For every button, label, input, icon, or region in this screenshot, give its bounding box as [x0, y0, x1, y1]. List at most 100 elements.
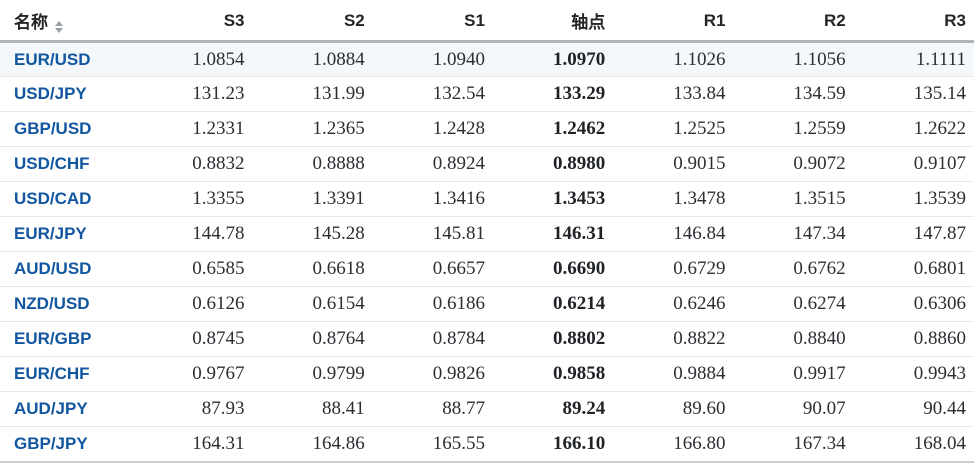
r1-cell: 1.1026 — [613, 41, 734, 77]
pivot-cell: 1.2462 — [492, 111, 614, 147]
s1-cell: 1.0940 — [372, 41, 493, 77]
s3-cell: 0.8745 — [132, 321, 253, 357]
s1-cell: 0.6657 — [372, 251, 493, 287]
s3-cell: 0.6585 — [132, 251, 253, 287]
table-row: AUD/USD 0.6585 0.6618 0.6657 0.6690 0.67… — [0, 251, 974, 287]
r3-cell: 1.1111 — [853, 41, 974, 77]
s1-cell: 165.55 — [372, 426, 493, 462]
s1-cell: 0.6186 — [372, 286, 493, 322]
r2-cell: 0.8840 — [733, 321, 854, 357]
column-header-name-label: 名称 — [14, 13, 48, 32]
pivot-cell: 0.6690 — [492, 251, 614, 287]
s2-cell: 1.0884 — [252, 41, 373, 77]
table-row: USD/JPY 131.23 131.99 132.54 133.29 133.… — [0, 76, 974, 112]
r3-cell: 0.9107 — [853, 146, 974, 182]
table-row: GBP/JPY 164.31 164.86 165.55 166.10 166.… — [0, 426, 974, 462]
r2-cell: 0.6762 — [733, 251, 854, 287]
s3-cell: 1.2331 — [132, 111, 253, 147]
r3-cell: 147.87 — [853, 216, 974, 252]
s2-cell: 0.6154 — [252, 286, 373, 322]
column-header-r2[interactable]: R2 — [733, 0, 854, 43]
r1-cell: 89.60 — [613, 391, 734, 427]
s1-cell: 1.2428 — [372, 111, 493, 147]
r2-cell: 1.3515 — [733, 181, 854, 217]
s2-cell: 0.9799 — [252, 356, 373, 392]
s3-cell: 131.23 — [132, 76, 253, 112]
pair-name-cell: AUD/JPY — [0, 391, 133, 427]
r2-cell: 90.07 — [733, 391, 854, 427]
r1-cell: 1.2525 — [613, 111, 734, 147]
r2-cell: 0.9917 — [733, 356, 854, 392]
pair-link[interactable]: EUR/GBP — [14, 329, 92, 348]
column-header-s1[interactable]: S1 — [372, 0, 493, 43]
pair-name-cell: USD/CHF — [0, 146, 133, 182]
r1-cell: 0.9884 — [613, 356, 734, 392]
s3-cell: 1.3355 — [132, 181, 253, 217]
pair-name-cell: GBP/JPY — [0, 426, 133, 462]
pair-name-cell: USD/JPY — [0, 76, 133, 112]
r3-cell: 1.2622 — [853, 111, 974, 147]
header-row: 名称 S3 S2 S1 轴点 R1 R2 R3 — [0, 0, 974, 43]
table-row: EUR/GBP 0.8745 0.8764 0.8784 0.8802 0.88… — [0, 321, 974, 357]
r1-cell: 0.6729 — [613, 251, 734, 287]
pair-link[interactable]: USD/CHF — [14, 154, 90, 173]
s3-cell: 87.93 — [132, 391, 253, 427]
s1-cell: 1.3416 — [372, 181, 493, 217]
r3-cell: 0.9943 — [853, 356, 974, 392]
r1-cell: 133.84 — [613, 76, 734, 112]
pair-link[interactable]: NZD/USD — [14, 294, 90, 313]
table-row: AUD/JPY 87.93 88.41 88.77 89.24 89.60 90… — [0, 391, 974, 427]
table-row: NZD/USD 0.6126 0.6154 0.6186 0.6214 0.62… — [0, 286, 974, 322]
sort-arrows-icon[interactable] — [55, 21, 63, 33]
s1-cell: 0.8924 — [372, 146, 493, 182]
pair-link[interactable]: EUR/CHF — [14, 364, 90, 383]
table-row: EUR/JPY 144.78 145.28 145.81 146.31 146.… — [0, 216, 974, 252]
pair-link[interactable]: USD/CAD — [14, 189, 92, 208]
pair-link[interactable]: GBP/USD — [14, 119, 92, 138]
s1-cell: 0.8784 — [372, 321, 493, 357]
r1-cell: 1.3478 — [613, 181, 734, 217]
s1-cell: 145.81 — [372, 216, 493, 252]
table-row: USD/CHF 0.8832 0.8888 0.8924 0.8980 0.90… — [0, 146, 974, 182]
r3-cell: 0.8860 — [853, 321, 974, 357]
pair-name-cell: GBP/USD — [0, 111, 133, 147]
s2-cell: 88.41 — [252, 391, 373, 427]
r3-cell: 0.6306 — [853, 286, 974, 322]
r1-cell: 0.9015 — [613, 146, 734, 182]
s2-cell: 0.8888 — [252, 146, 373, 182]
pair-link[interactable]: EUR/USD — [14, 49, 91, 69]
r2-cell: 1.1056 — [733, 41, 854, 77]
r2-cell: 167.34 — [733, 426, 854, 462]
pair-name-cell: EUR/USD — [0, 41, 133, 77]
pair-link[interactable]: EUR/JPY — [14, 224, 87, 243]
pair-link[interactable]: GBP/JPY — [14, 433, 88, 453]
pair-name-cell: AUD/USD — [0, 251, 133, 287]
column-header-s2[interactable]: S2 — [252, 0, 373, 43]
s3-cell: 144.78 — [132, 216, 253, 252]
pair-link[interactable]: AUD/JPY — [14, 399, 88, 418]
pair-link[interactable]: USD/JPY — [14, 84, 87, 103]
s2-cell: 131.99 — [252, 76, 373, 112]
s3-cell: 0.8832 — [132, 146, 253, 182]
column-header-pivot[interactable]: 轴点 — [492, 0, 614, 43]
s3-cell: 164.31 — [132, 426, 253, 462]
s2-cell: 1.2365 — [252, 111, 373, 147]
table-row: EUR/CHF 0.9767 0.9799 0.9826 0.9858 0.98… — [0, 356, 974, 392]
pivot-cell: 89.24 — [492, 391, 614, 427]
r3-cell: 0.6801 — [853, 251, 974, 287]
pair-name-cell: EUR/JPY — [0, 216, 133, 252]
r2-cell: 147.34 — [733, 216, 854, 252]
pair-link[interactable]: AUD/USD — [14, 259, 92, 278]
pivot-cell: 0.8980 — [492, 146, 614, 182]
r2-cell: 0.6274 — [733, 286, 854, 322]
r2-cell: 134.59 — [733, 76, 854, 112]
column-header-r3[interactable]: R3 — [853, 0, 974, 43]
pivot-cell: 133.29 — [492, 76, 614, 112]
r3-cell: 168.04 — [853, 426, 974, 462]
column-header-r1[interactable]: R1 — [613, 0, 734, 43]
s2-cell: 0.8764 — [252, 321, 373, 357]
column-header-name[interactable]: 名称 — [0, 0, 133, 43]
column-header-s3[interactable]: S3 — [132, 0, 253, 43]
r1-cell: 166.80 — [613, 426, 734, 462]
pair-name-cell: EUR/CHF — [0, 356, 133, 392]
